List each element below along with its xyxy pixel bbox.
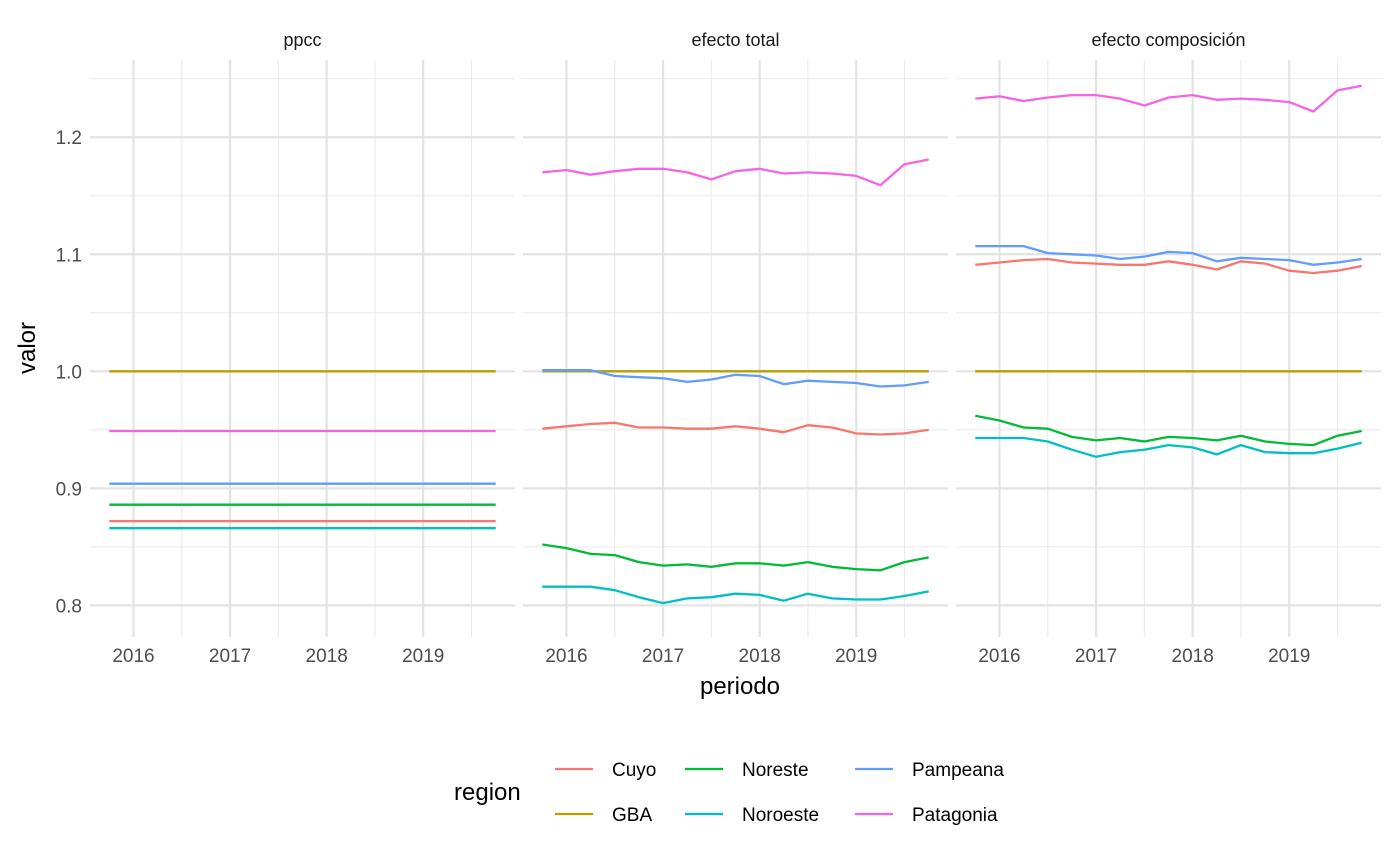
facet-panel: efecto composición 2016 2017 2018 2019 [956,30,1381,667]
legend: region Cuyo GBA Noreste Noroeste Pampeana Pat… [454,760,1004,826]
series-line-cuyo [975,257,1362,275]
legend-entries: Cuyo GBA Noreste Noroeste Pampeana Patagonia [555,760,1004,826]
y-tick-label: 1.0 [56,362,82,383]
facet-title: ppcc [283,30,321,50]
legend-label: Noreste [742,760,809,781]
series-line-pampeana [542,369,929,388]
y-axis-title: valor [14,322,41,374]
x-tick-label: 2018 [739,646,781,667]
x-tick-label: 2016 [545,646,587,667]
legend-label: Cuyo [612,760,656,781]
x-tick-label: 2017 [1075,646,1117,667]
legend-item-pampeana: Pampeana [855,760,1004,781]
x-tick-label: 2019 [1268,646,1310,667]
x-tick-label: 2017 [642,646,684,667]
facet-panel: efecto total 2016 2017 2018 2019 [523,30,948,667]
series-line-cuyo [542,421,929,436]
series-line-pampeana [975,244,1362,266]
legend-item-cuyo: Cuyo [555,760,656,781]
facet-title: efecto composición [1091,30,1245,50]
x-tick-label: 2019 [835,646,877,667]
y-axis: 0.8 0.9 1.0 1.1 1.2 [56,128,82,617]
x-tick-label: 2019 [402,646,444,667]
legend-item-gba: GBA [555,805,652,826]
series-line-patagonia [542,158,929,187]
x-tick-label: 2018 [1172,646,1214,667]
x-tick-label: 2016 [978,646,1020,667]
y-tick-label: 0.9 [56,479,82,500]
series-line-noroeste [542,585,929,605]
series-line-patagonia [975,84,1362,113]
y-tick-label: 1.1 [56,245,82,266]
facet-panel: ppcc 2016 2017 2018 2019 [90,30,515,667]
legend-item-patagonia: Patagonia [855,805,998,826]
facet-title: efecto total [691,30,779,50]
y-tick-label: 0.8 [56,596,82,617]
facet-panels: ppcc 2016 2017 2018 2019 efecto total 2016 2017… [90,30,1381,667]
series-line-noreste [975,414,1362,447]
legend-label: Patagonia [912,805,998,826]
legend-item-noroeste: Noroeste [685,805,819,826]
legend-item-noreste: Noreste [685,760,809,781]
x-tick-label: 2017 [209,646,251,667]
y-tick-label: 1.2 [56,128,82,149]
x-axis-title: periodo [700,673,780,700]
series-line-noreste [542,543,929,572]
legend-label: GBA [612,805,652,826]
x-tick-label: 2016 [112,646,154,667]
legend-label: Noroeste [742,805,819,826]
x-tick-label: 2018 [306,646,348,667]
legend-title: region [454,779,521,806]
legend-label: Pampeana [912,760,1004,781]
series-line-noroeste [975,436,1362,458]
